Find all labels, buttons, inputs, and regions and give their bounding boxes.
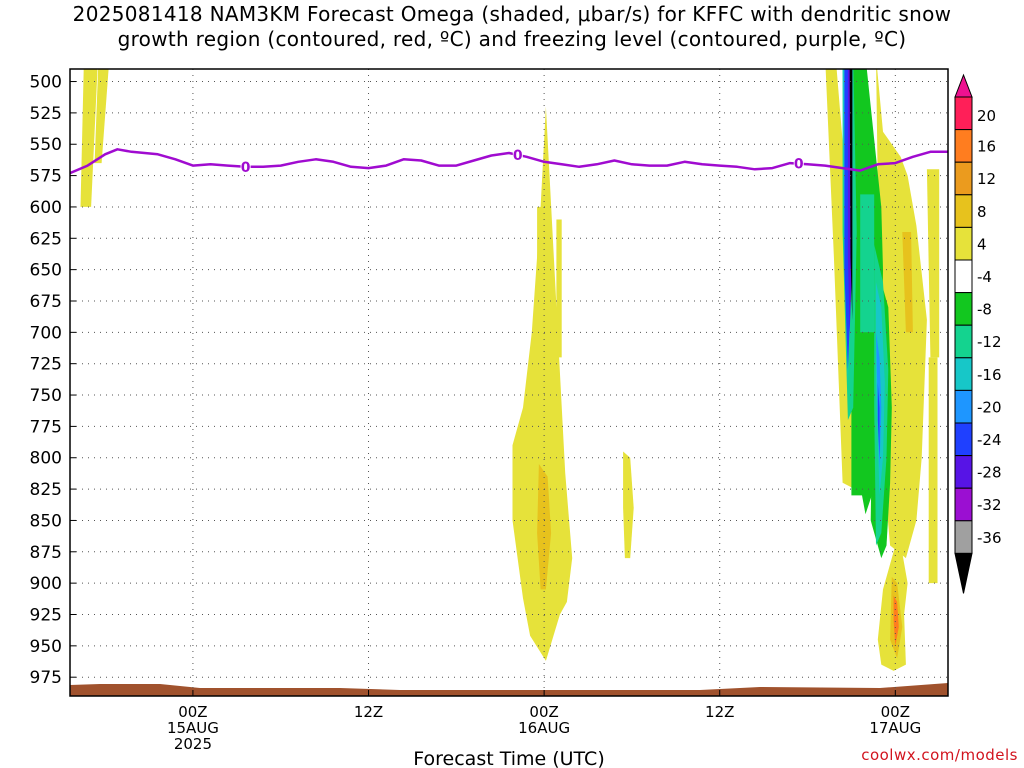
x-tick-label-0-2: 2025 (174, 735, 212, 753)
colorbar-swatch-3 (954, 194, 973, 228)
colorbar: 20 16 12 8 4 -4 -8 -12 -16 -20 -24 -28 -32 -36 (954, 73, 1002, 594)
omega-region-0 (80, 69, 98, 207)
omega-region-1 (94, 69, 109, 164)
y-tick-label-4: 600 (30, 198, 62, 218)
colorbar-swatch-2 (954, 161, 973, 196)
pressure-axis: 500 525 550 575 600 625 650 675 700 725 750 775 800 8… (30, 73, 76, 688)
chart-title-line-2: growth region (contoured, red, ºC) and f… (117, 27, 907, 51)
x-axis-label: Forecast Time (UTC) (413, 748, 604, 768)
omega-region-5 (623, 451, 634, 559)
colorbar-label-9: -20 (977, 398, 1002, 416)
colorbar-swatch-0 (954, 96, 973, 131)
freezing-level-line (70, 148, 948, 175)
omega-region-26 (849, 69, 853, 320)
freezing-label-bg-0 (240, 158, 251, 175)
colorbar-swatch-13 (954, 520, 973, 554)
grid-lines (70, 69, 948, 696)
x-tick-label-0-0: 00Z (178, 703, 207, 721)
y-tick-label-9: 725 (30, 355, 62, 375)
colorbar-label-7: -12 (977, 333, 1002, 351)
omega-region-17 (860, 194, 875, 333)
colorbar-label-4: 4 (977, 235, 987, 253)
colorbar-label-12: -32 (977, 496, 1002, 514)
y-tick-label-6: 650 (30, 261, 62, 281)
colorbar-swatch-6 (954, 292, 973, 326)
y-tick-label-1: 525 (30, 104, 62, 124)
x-tick-label-2-1: 16AUG (518, 719, 570, 737)
omega-region-11 (902, 232, 913, 333)
colorbar-swatch-1 (954, 129, 973, 163)
colorbar-label-0: 20 (977, 107, 996, 125)
y-tick-label-7: 675 (30, 292, 62, 312)
x-tick-label-0-1: 15AUG (167, 719, 219, 737)
colorbar-label-6: -8 (977, 301, 992, 319)
colorbar-label-10: -24 (977, 431, 1002, 449)
omega-region-3 (537, 206, 550, 408)
colorbar-swatch-8 (954, 357, 973, 391)
x-tick-label-2-0: 00Z (529, 703, 558, 721)
omega-region-6 (556, 219, 562, 358)
x-tick-label-3-0: 12Z (705, 703, 734, 721)
credit-text: coolwx.com/models (861, 746, 1018, 764)
y-tick-label-17: 925 (30, 605, 62, 625)
colorbar-swatch-4 (954, 226, 973, 261)
x-tick-label-1-0: 12Z (354, 703, 383, 721)
freezing-level-contour: 0 0 0 (70, 146, 948, 176)
colorbar-label-5: -4 (977, 268, 992, 286)
x-tick-label-4-0: 00Z (881, 703, 910, 721)
y-tick-label-11: 775 (30, 417, 62, 437)
colorbar-swatch-11 (954, 455, 973, 489)
terrain-shape (70, 683, 948, 696)
colorbar-swatch-7 (954, 324, 973, 359)
y-tick-label-14: 850 (30, 511, 62, 531)
colorbar-label-11: -28 (977, 464, 1002, 482)
colorbar-top-arrow (954, 73, 973, 98)
y-tick-label-10: 750 (30, 386, 62, 406)
colorbar-swatch-9 (954, 389, 973, 424)
colorbar-swatch-10 (954, 422, 973, 457)
y-tick-label-13: 825 (30, 480, 62, 500)
omega-shaded-regions (80, 69, 940, 671)
x-tick-label-4-1: 17AUG (869, 719, 921, 737)
y-tick-label-12: 800 (30, 449, 62, 469)
freezing-label-bg-2 (793, 155, 804, 172)
colorbar-bottom-arrow (954, 552, 973, 594)
colorbar-label-1: 16 (977, 138, 996, 156)
colorbar-label-3: 8 (977, 203, 987, 221)
omega-region-9 (926, 169, 940, 358)
colorbar-label-2: 12 (977, 170, 996, 188)
y-tick-label-16: 900 (30, 574, 62, 594)
y-tick-label-5: 625 (30, 229, 62, 249)
omega-region-10 (928, 357, 938, 584)
colorbar-swatch-12 (954, 487, 973, 522)
y-tick-label-0: 500 (30, 73, 62, 93)
omega-region-4 (537, 464, 552, 590)
freezing-label-0: 0 (241, 160, 251, 176)
plot-frame (69, 68, 949, 697)
terrain-band (70, 683, 948, 696)
freezing-label-1: 0 (513, 148, 523, 164)
y-tick-label-19: 975 (30, 668, 62, 688)
colorbar-label-13: -36 (977, 529, 1002, 547)
colorbar-swatch-5 (954, 259, 973, 294)
freezing-label-2: 0 (794, 157, 804, 173)
chart-title-line-1: 2025081418 NAM3KM Forecast Omega (shaded… (72, 2, 952, 26)
y-tick-label-3: 575 (30, 167, 62, 187)
y-tick-label-8: 700 (30, 323, 62, 343)
chart-title: 2025081418 NAM3KM Forecast Omega (shaded… (0, 2, 1024, 52)
y-tick-label-2: 550 (30, 135, 62, 155)
y-tick-label-18: 950 (30, 637, 62, 657)
y-tick-label-15: 875 (30, 543, 62, 563)
colorbar-label-8: -16 (977, 366, 1002, 384)
freezing-label-bg-1 (512, 146, 523, 163)
omega-region-21 (877, 382, 880, 458)
